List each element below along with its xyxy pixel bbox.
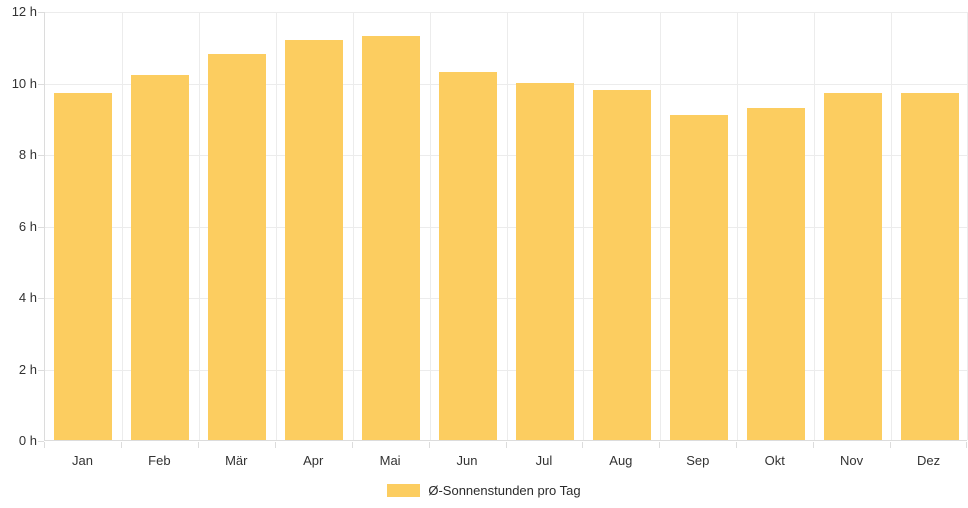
- y-axis-tick-label: 12 h: [11, 4, 37, 19]
- x-axis-tick: [505, 442, 507, 448]
- y-axis-tick: [38, 298, 44, 299]
- x-axis-tick-label: Mai: [379, 453, 401, 468]
- x-axis-tick: [582, 442, 584, 448]
- x-axis-tick-label: Apr: [303, 453, 324, 468]
- x-axis-tick-label: Aug: [609, 453, 633, 468]
- gridline-horizontal: [45, 369, 967, 371]
- y-axis-tick: [38, 83, 44, 85]
- y-axis-tick-label: 6 h: [18, 218, 37, 234]
- x-axis-tick-label: Okt: [764, 453, 785, 468]
- bar-mär[interactable]: [208, 53, 267, 440]
- x-axis-tick-label: Feb: [148, 453, 171, 468]
- x-axis-tick: [44, 442, 45, 448]
- y-axis-tick: [38, 155, 44, 156]
- x-axis-tick-label: Jun: [456, 453, 478, 468]
- legend-label: Ø-Sonnenstunden pro Tag: [428, 482, 581, 498]
- gridline-vertical: [198, 12, 200, 440]
- bar-okt[interactable]: [746, 107, 805, 440]
- bar-mai[interactable]: [362, 36, 421, 440]
- x-axis-tick: [890, 442, 892, 448]
- gridline-vertical: [660, 12, 662, 440]
- x-axis-tick-label: Sep: [686, 453, 710, 468]
- gridline-vertical: [275, 12, 277, 440]
- bar-apr[interactable]: [285, 39, 344, 440]
- x-axis-tick: [813, 442, 815, 448]
- gridline-vertical: [429, 12, 431, 440]
- gridline-horizontal: [45, 226, 967, 228]
- bar-nov[interactable]: [823, 93, 882, 440]
- bar-dez[interactable]: [900, 93, 959, 440]
- y-axis-tick-label: 8 h: [18, 147, 37, 162]
- x-axis-tick: [351, 442, 353, 448]
- bar-feb[interactable]: [131, 75, 190, 440]
- gridline-vertical: [891, 12, 893, 440]
- gridline-vertical: [814, 12, 816, 440]
- gridline-horizontal: [45, 155, 967, 156]
- y-axis-tick: [38, 441, 44, 442]
- gridline-vertical: [121, 12, 123, 440]
- x-axis-tick: [736, 442, 738, 448]
- y-axis-tick: [38, 12, 44, 13]
- gridline-vertical: [506, 12, 508, 440]
- x-axis-tick: [659, 442, 661, 448]
- plot-area: [44, 12, 968, 441]
- x-axis-tick-label: Mär: [225, 453, 248, 468]
- gridline-horizontal: [45, 298, 967, 299]
- x-axis-tick: [120, 442, 122, 448]
- y-axis-tick-label: 2 h: [18, 361, 37, 377]
- x-axis-tick-label: Jul: [535, 453, 553, 468]
- gridline-vertical: [737, 12, 739, 440]
- bar-jan[interactable]: [54, 93, 113, 440]
- bar-jul[interactable]: [515, 82, 574, 440]
- y-axis-tick: [38, 226, 44, 228]
- legend-item-sonnenstunden[interactable]: Ø-Sonnenstunden pro Tag: [387, 482, 581, 498]
- gridline-vertical: [352, 12, 354, 440]
- y-axis-tick-label: 0 h: [18, 433, 37, 448]
- bar-jun[interactable]: [439, 71, 498, 440]
- chart-legend: Ø-Sonnenstunden pro Tag: [0, 479, 968, 501]
- x-axis-tick: [274, 442, 276, 448]
- x-axis-tick: [966, 442, 967, 448]
- x-axis-tick-label: Nov: [840, 453, 864, 468]
- x-axis-tick-label: Jan: [71, 453, 93, 468]
- x-axis-tick-label: Dez: [916, 453, 941, 468]
- x-axis-tick: [428, 442, 430, 448]
- x-axis-tick: [197, 442, 199, 448]
- bar-sep[interactable]: [669, 114, 728, 440]
- gridline-horizontal: [45, 83, 967, 85]
- y-axis-tick-label: 10 h: [11, 75, 37, 91]
- gridline-horizontal: [45, 12, 967, 13]
- legend-swatch: [387, 483, 421, 497]
- y-axis-tick-label: 4 h: [18, 290, 37, 305]
- y-axis-tick: [38, 369, 44, 371]
- bar-aug[interactable]: [592, 89, 651, 440]
- gridline-vertical: [583, 12, 585, 440]
